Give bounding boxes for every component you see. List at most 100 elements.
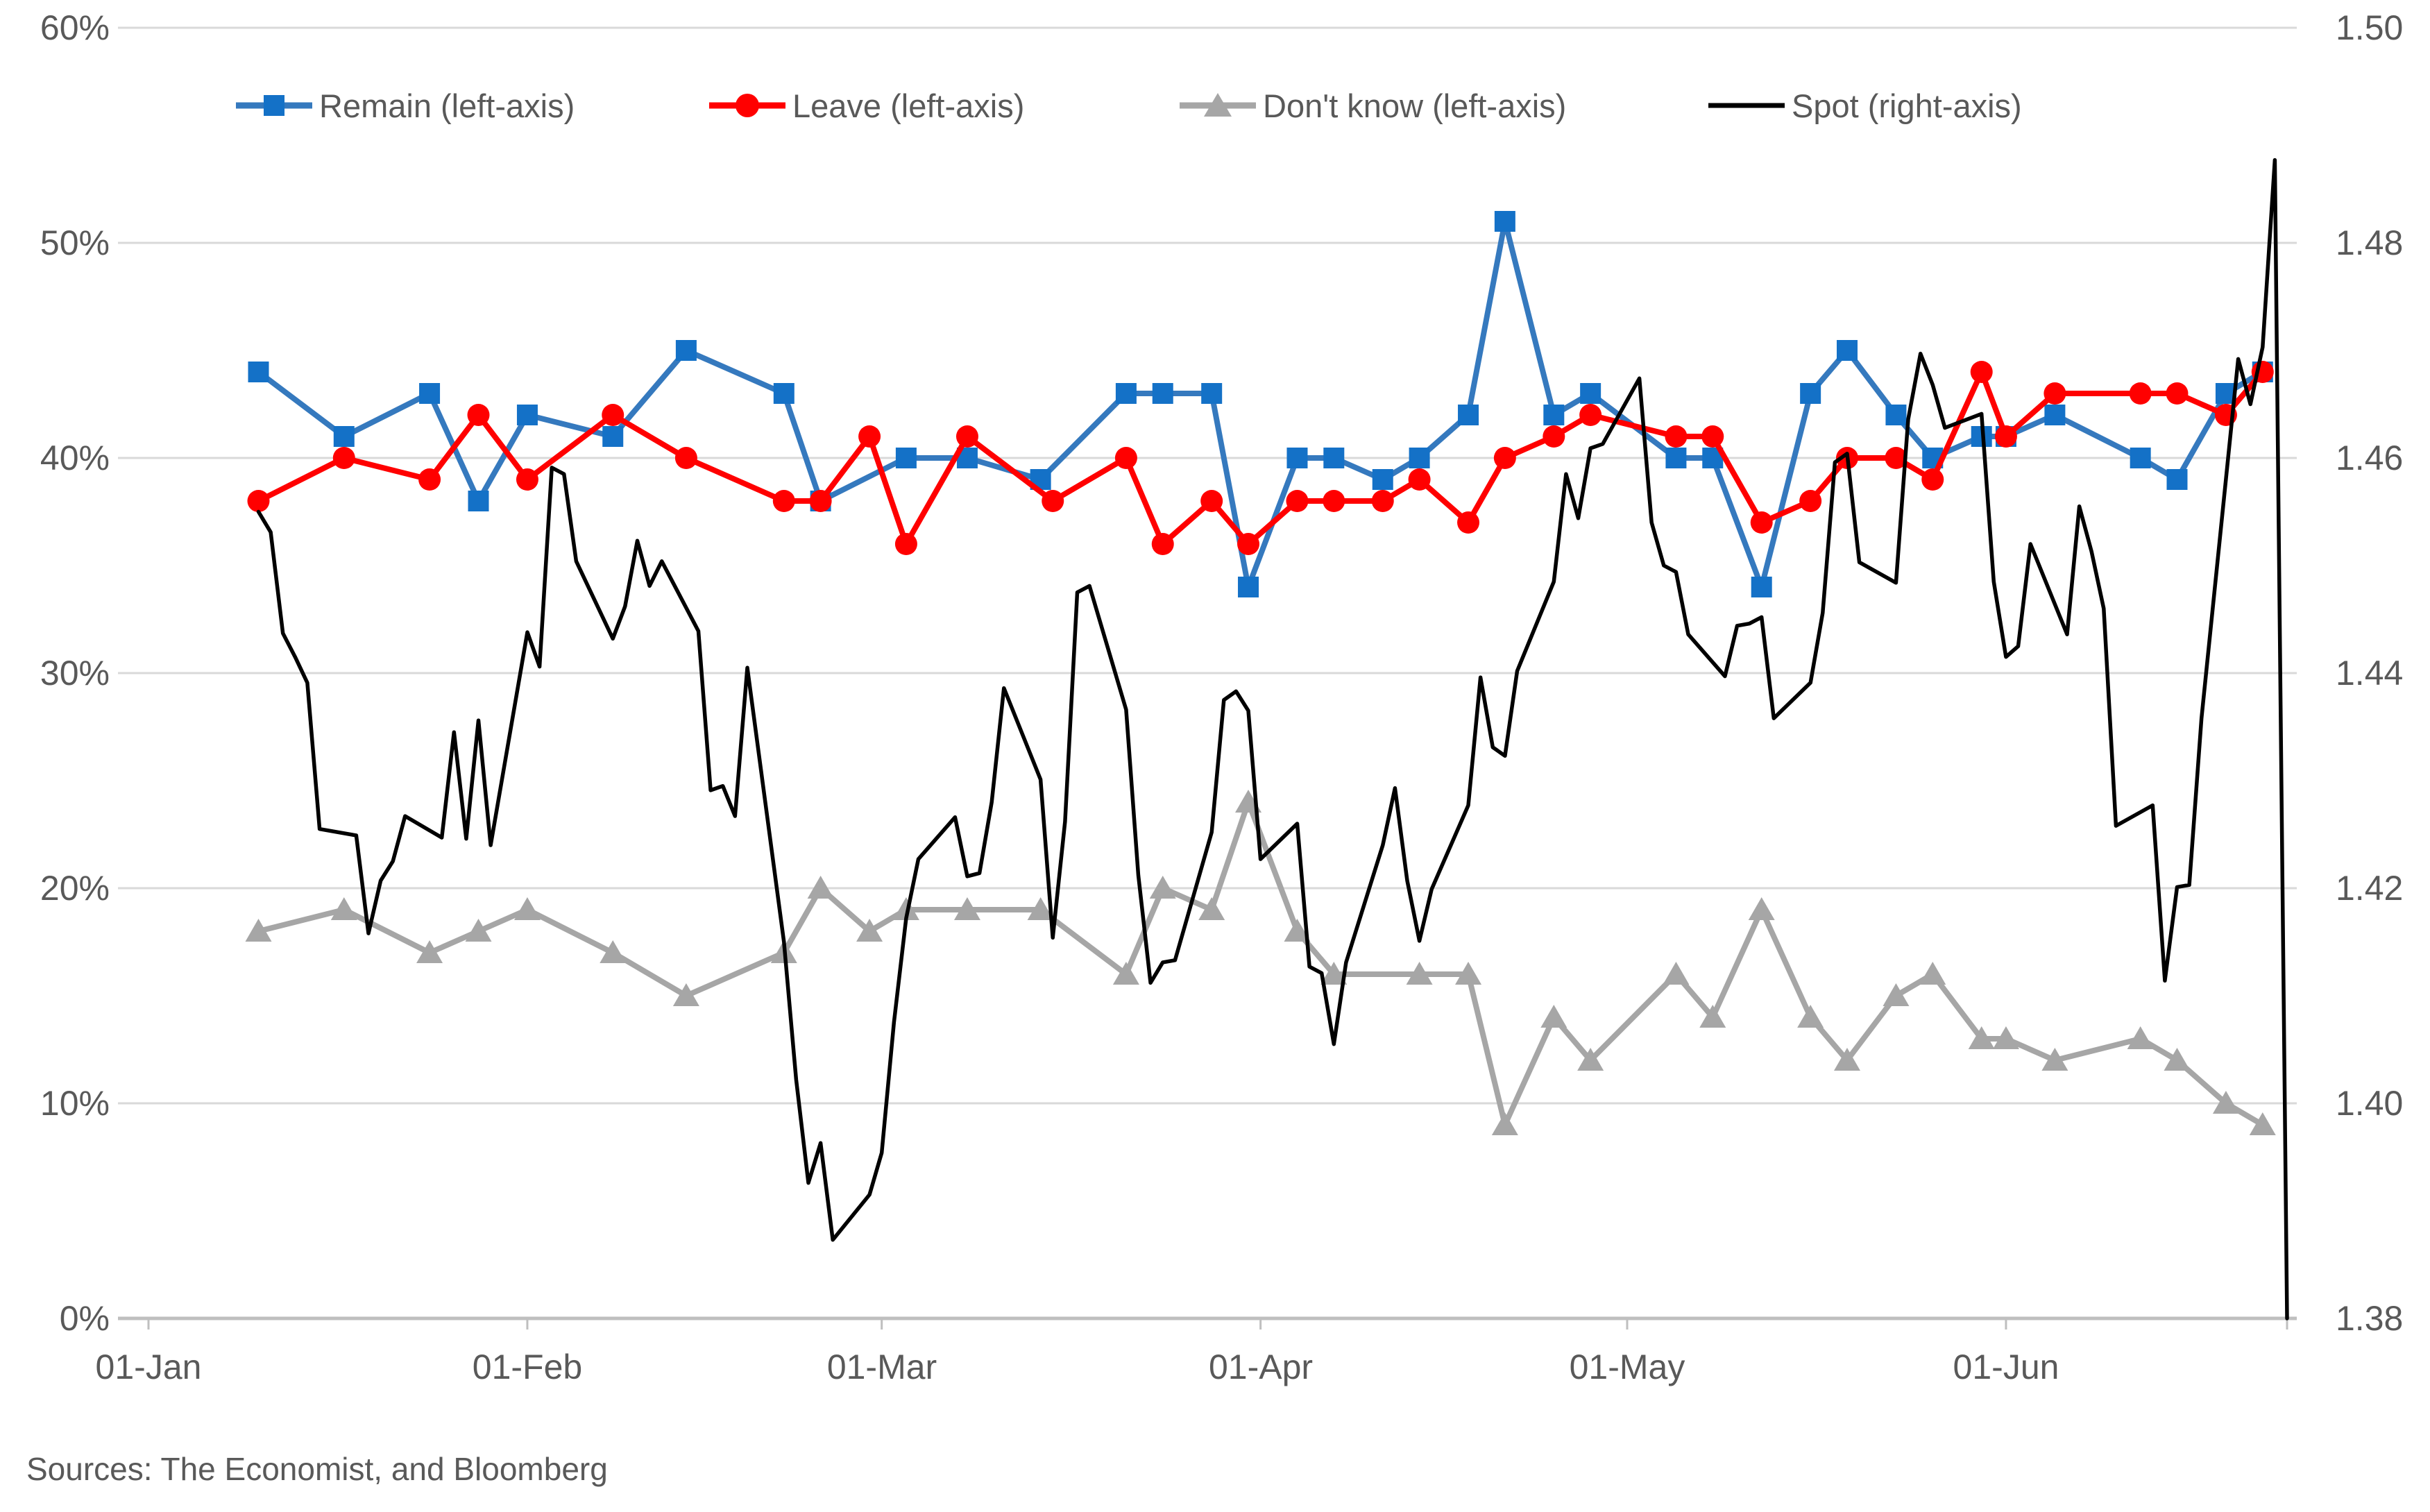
remain-marker xyxy=(773,383,795,404)
leave-marker xyxy=(1286,490,1309,512)
dontknow-marker xyxy=(1968,1026,1995,1049)
dontknow-marker xyxy=(1320,962,1348,985)
leave-marker xyxy=(955,425,978,448)
leave-marker xyxy=(1151,533,1174,555)
spot-line xyxy=(256,158,2289,1320)
leave-marker xyxy=(1994,425,2017,448)
left-axis-label: 60% xyxy=(40,8,110,47)
remain-marker xyxy=(1201,383,1223,404)
x-axis-label: 01-Mar xyxy=(826,1348,937,1386)
remain-marker xyxy=(1800,383,1821,404)
dontknow-marker xyxy=(1797,1005,1824,1028)
leave-marker xyxy=(1665,425,1688,448)
dontknow-marker xyxy=(892,897,919,920)
leave-marker xyxy=(858,425,881,448)
dontknow-marker xyxy=(1663,962,1690,985)
dontknow-marker xyxy=(2164,1048,2191,1071)
dontknow-marker xyxy=(1540,1005,1567,1028)
dontknow-marker xyxy=(330,897,357,920)
right-axis-label: 1.50 xyxy=(2336,8,2404,47)
x-axis-label: 01-Jun xyxy=(1953,1348,2059,1386)
leave-marker xyxy=(467,404,490,426)
remain-marker xyxy=(1458,405,1479,425)
leave-marker-icon xyxy=(709,94,785,117)
leave-marker xyxy=(1885,447,1908,469)
leave-marker xyxy=(1200,490,1223,512)
remain-marker xyxy=(1580,383,1601,404)
spot-marker-icon xyxy=(1708,103,1785,108)
dontknow-marker-icon xyxy=(1180,93,1256,117)
dontknow-marker xyxy=(1577,1048,1604,1071)
left-axis-label: 10% xyxy=(40,1084,110,1123)
left-axis-label: 40% xyxy=(40,439,110,477)
legend-item-remain: Remain (left-axis) xyxy=(236,80,575,130)
remain-marker xyxy=(1323,448,1345,468)
leave-marker xyxy=(1457,511,1480,534)
remain-marker xyxy=(1152,383,1173,404)
leave-marker xyxy=(1114,447,1137,469)
dontknow-marker xyxy=(1455,962,1482,985)
remain-marker xyxy=(1409,448,1430,468)
x-axis-label: 01-Feb xyxy=(472,1348,583,1386)
leave-marker xyxy=(1543,425,1565,448)
leave-marker xyxy=(1921,468,1944,491)
leave-marker xyxy=(772,490,795,512)
left-axis-label: 30% xyxy=(40,654,110,693)
left-axis-label: 20% xyxy=(40,869,110,908)
dontknow-marker xyxy=(1992,1026,2019,1049)
right-axis-label: 1.42 xyxy=(2336,869,2404,908)
remain-marker xyxy=(602,426,624,447)
leave-marker xyxy=(894,533,917,555)
remain-marker xyxy=(1286,448,1308,468)
legend-item-leave: Leave (left-axis) xyxy=(709,80,1024,130)
remain-marker xyxy=(1751,577,1772,597)
dontknow-marker xyxy=(1883,983,1910,1006)
dontknow-marker xyxy=(1112,962,1139,985)
remain-marker xyxy=(1885,405,1907,425)
leave-marker xyxy=(1371,490,1394,512)
leave-marker xyxy=(1750,511,1773,534)
dontknow-marker xyxy=(1699,1005,1726,1028)
x-axis-label: 01-Jan xyxy=(95,1348,202,1386)
right-axis-label: 1.46 xyxy=(2336,439,2404,477)
x-axis-label: 01-May xyxy=(1569,1348,1685,1386)
right-axis-label: 1.44 xyxy=(2336,654,2404,693)
dontknow-marker xyxy=(807,876,834,899)
leave-marker xyxy=(418,468,441,491)
left-axis-label: 0% xyxy=(59,1299,110,1338)
remain-marker xyxy=(2130,448,2151,468)
remain-marker xyxy=(333,426,355,447)
remain-marker xyxy=(1836,340,1858,361)
remain-marker xyxy=(248,362,269,382)
remain-marker xyxy=(1372,469,1393,490)
leave-marker xyxy=(1701,425,1724,448)
dontknow-marker xyxy=(1406,962,1433,985)
dontknow-marker xyxy=(856,919,883,942)
legend-item-dontknow: Don't know (left-axis) xyxy=(1180,80,1566,130)
remain-marker xyxy=(895,448,917,468)
remain-marker xyxy=(1494,211,1515,232)
remain-marker-icon xyxy=(236,95,312,116)
remain-marker xyxy=(1238,577,1259,597)
dontknow-marker xyxy=(2212,1091,2239,1114)
leave-marker xyxy=(674,447,697,469)
dontknow-line xyxy=(255,799,2266,1128)
right-axis-label: 1.48 xyxy=(2336,223,2404,262)
dontknow-marker xyxy=(1149,876,1176,899)
leave-marker xyxy=(809,490,832,512)
dontknow-marker xyxy=(245,919,272,942)
leave-marker xyxy=(602,404,625,426)
legend-item-spot: Spot (right-axis) xyxy=(1708,80,2022,130)
legend-label-dontknow: Don't know (left-axis) xyxy=(1263,87,1567,124)
leave-marker xyxy=(247,490,270,512)
remain-marker xyxy=(1115,383,1137,404)
x-axis-label: 01-Apr xyxy=(1208,1348,1314,1386)
dontknow-marker xyxy=(2127,1026,2154,1049)
legend-label-spot: Spot (right-axis) xyxy=(1792,87,2022,124)
leave-marker xyxy=(2129,382,2152,405)
dontknow-marker xyxy=(1198,897,1225,920)
left-axis-label: 50% xyxy=(40,223,110,262)
dontknow-marker xyxy=(2249,1112,2276,1135)
leave-marker xyxy=(1042,490,1064,512)
